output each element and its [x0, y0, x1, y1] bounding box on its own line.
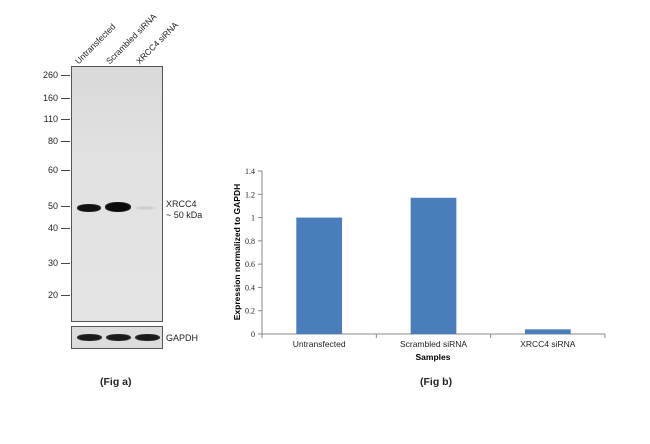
xrcc4-band-scrambled	[105, 202, 131, 212]
mw-tick	[61, 263, 70, 264]
bars	[296, 197, 571, 334]
gapdh-label: GAPDH	[166, 333, 199, 343]
xrcc4-band-knockdown	[136, 206, 156, 210]
figure-b-caption: (Fig b)	[420, 376, 453, 388]
mw-tick	[61, 170, 70, 171]
y-axis-title: Expression normalized to GAPDH	[232, 184, 242, 321]
mw-marker-50: 50	[47, 201, 58, 211]
bar	[296, 217, 343, 334]
mw-tick	[61, 295, 70, 296]
y-tick-label: 0.4	[245, 283, 255, 292]
mw-marker-80: 80	[47, 136, 58, 146]
x-tick-label: Scrambled siRNA	[400, 339, 467, 349]
x-axis: Untransfected Scrambled siRNA XRCC4 siRNA	[261, 333, 606, 349]
mw-tick	[61, 141, 70, 142]
bar	[410, 197, 457, 334]
x-tick-label: Untransfected	[293, 339, 346, 349]
mw-tick	[61, 228, 70, 229]
y-tick-label: 0	[251, 330, 255, 339]
mw-tick	[61, 206, 70, 207]
xrcc4-band-untransfected	[77, 204, 101, 212]
gapdh-band	[135, 334, 160, 341]
y-tick-label: 1	[251, 214, 255, 223]
band-label-size: ~ 50 kDa	[166, 210, 203, 220]
mw-tick	[61, 119, 70, 120]
figure-a-caption: (Fig a)	[100, 376, 132, 388]
band-label-xrcc4: XRCC4	[166, 199, 197, 209]
mw-tick	[61, 75, 70, 76]
y-axis: 0 0.2 0.4 0.6 0.8 1 1.2 1.4	[245, 167, 263, 339]
gapdh-blot-strip	[71, 326, 163, 349]
mw-marker-260: 260	[42, 70, 58, 80]
mw-marker-110: 110	[43, 114, 58, 124]
y-tick-label: 1.4	[245, 167, 255, 176]
y-tick-label: 0.6	[245, 260, 255, 269]
mw-tick	[61, 98, 70, 99]
bar	[524, 329, 571, 334]
mw-marker-30: 30	[47, 258, 58, 268]
y-tick-label: 0.8	[245, 237, 255, 246]
mw-marker-40: 40	[47, 223, 58, 233]
mw-marker-160: 160	[42, 93, 58, 103]
y-tick-label: 1.2	[245, 190, 255, 199]
mw-marker-20: 20	[47, 290, 58, 300]
x-tick-label: XRCC4 siRNA	[520, 339, 576, 349]
x-axis-title: Samples	[416, 352, 451, 362]
mw-marker-60: 60	[47, 165, 58, 175]
gapdh-band	[106, 334, 131, 341]
gapdh-band	[77, 334, 102, 341]
blot-membrane	[71, 66, 163, 322]
y-tick-label: 0.2	[245, 307, 255, 316]
